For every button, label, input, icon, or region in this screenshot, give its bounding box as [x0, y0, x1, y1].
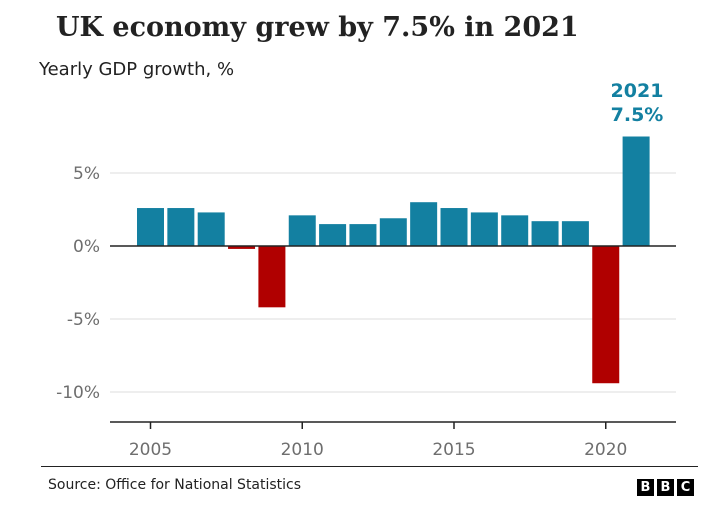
bbc-logo-letter: B: [637, 479, 654, 496]
bar-2005: [137, 208, 164, 246]
callout-year-label: 2021: [611, 80, 664, 102]
x-tick-label: 2005: [129, 440, 172, 460]
y-tick-label: -5%: [67, 310, 100, 330]
callout-2021: 2021 7.5%: [611, 80, 664, 126]
bar-2011: [319, 224, 347, 246]
source-note: Source: Office for National Statistics: [48, 477, 302, 493]
bar-2013: [379, 218, 407, 246]
bar-2010: [288, 215, 316, 246]
bar-2016: [470, 212, 498, 246]
bar-2009: [258, 246, 286, 308]
gridlines: [110, 172, 676, 393]
bbc-logo-letter: B: [657, 479, 674, 496]
bar-2007: [197, 212, 225, 246]
y-tick-label: 0%: [73, 237, 100, 257]
bar-2008: [228, 246, 256, 249]
bar-2021: [622, 136, 650, 246]
x-tick-label: 2010: [281, 440, 324, 460]
bar-2017: [501, 215, 529, 246]
x-tick-label: 2020: [584, 440, 627, 460]
callout-value-label: 7.5%: [611, 104, 664, 126]
bbc-logo: B B C: [637, 479, 694, 496]
bar-2012: [349, 224, 377, 246]
bar-2014: [410, 202, 438, 246]
bar-2019: [561, 221, 589, 246]
y-tick-label: 5%: [73, 164, 100, 184]
chart-title: UK economy grew by 7.5% in 2021: [56, 12, 579, 43]
source-divider: [41, 466, 698, 467]
chart-subtitle: Yearly GDP growth, %: [39, 59, 235, 80]
bar-chart: 5% 0% -5% -10% 2005 2010 2015 2020 2021 7.5%: [56, 80, 676, 460]
y-axis-ticks: 5% 0% -5% -10%: [56, 164, 100, 403]
x-tick-label: 2015: [432, 440, 475, 460]
y-tick-label: -10%: [56, 383, 100, 403]
bar-2020: [592, 246, 620, 384]
bar-2015: [440, 208, 468, 246]
bbc-logo-letter: C: [677, 479, 694, 496]
bars: [137, 136, 650, 384]
bar-2006: [167, 208, 195, 246]
x-axis: 2005 2010 2015 2020: [110, 421, 676, 460]
bar-2018: [531, 221, 559, 246]
